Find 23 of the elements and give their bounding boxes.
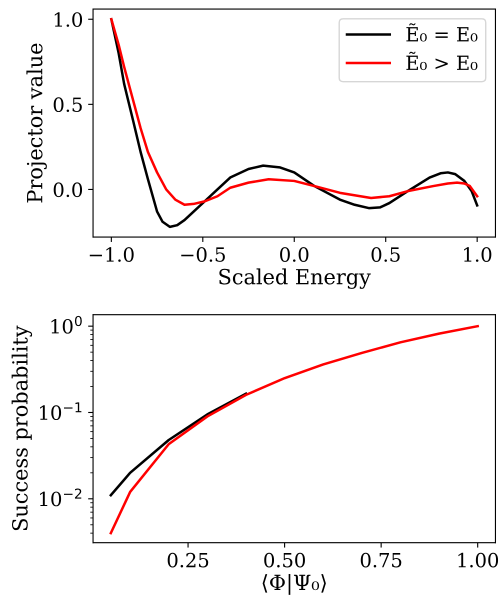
x-tick-label: 0.5 [372, 247, 400, 262]
x-tick-label: 0.50 [264, 552, 305, 568]
x-axis-title: ⟨Φ|Ψ₀⟩ [262, 574, 326, 595]
x-tick-label: 0.25 [168, 552, 208, 568]
y-tick-label: 1.0 [54, 12, 82, 27]
y-tick-label: 10$^{0}$ [51, 316, 82, 334]
y-tick-label: 10$^{−2}$ [40, 488, 82, 506]
y-tick-label: 0.5 [54, 97, 82, 112]
x-tick-label: −0.5 [181, 247, 225, 262]
line-series [110, 324, 479, 534]
x-tick-label: 0.0 [280, 247, 308, 262]
y-axis-title: Success probability [12, 326, 32, 530]
x-tick-label: 1.0 [464, 247, 492, 262]
x-tick-label: −1.0 [90, 247, 134, 262]
y-axis-title: Projector value [26, 44, 47, 202]
legend-label: Ẽ₀ = E₀ [406, 23, 478, 42]
line-series [110, 392, 248, 496]
x-tick-label: 0.75 [360, 552, 402, 568]
x-tick-label: 1.00 [458, 552, 498, 568]
x-axis-title: Scaled Energy [219, 268, 371, 289]
y-tick-label: 10$^{−1}$ [40, 402, 82, 420]
legend-label: Ẽ₀ > E₀ [406, 52, 478, 70]
y-tick-label: 0.0 [54, 182, 82, 198]
